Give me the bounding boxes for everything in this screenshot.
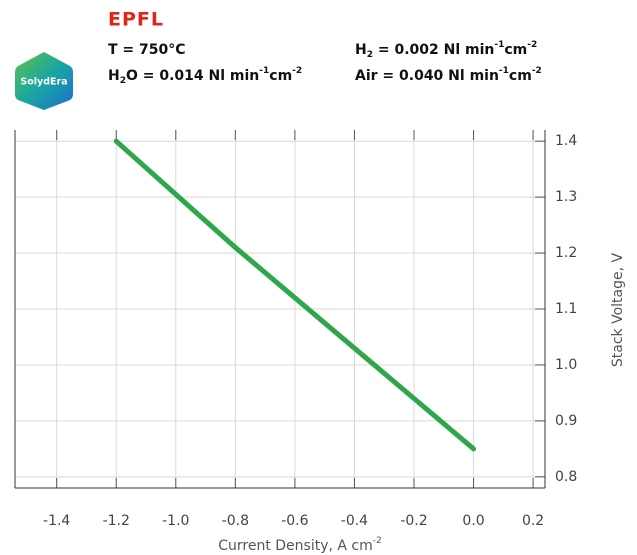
x-tick-label: 0.0 (462, 513, 484, 529)
superscript: -2 (292, 66, 302, 76)
superscript: -2 (532, 66, 542, 76)
y-axis-label: Stack Voltage, V (610, 252, 626, 367)
solydera-logo: SolydEra (20, 77, 67, 88)
text: Current Density, A cm (218, 538, 373, 554)
y-tick-label: 1.2 (555, 245, 577, 261)
y-tick-label: 0.8 (555, 469, 577, 485)
x-tick-label: -1.0 (162, 513, 189, 529)
condition: H2 = 0.002 Nl min-1cm-2 (355, 40, 537, 60)
superscript: -2 (373, 536, 382, 546)
condition: H2O = 0.014 Nl min-1cm-2 (108, 66, 302, 86)
text: cm (269, 68, 292, 84)
subscript: 2 (367, 50, 373, 60)
x-tick-label: -0.2 (400, 513, 427, 529)
superscript: -1 (259, 66, 269, 76)
text: H (355, 42, 367, 58)
text: Air = 0.040 Nl min (355, 68, 499, 84)
x-tick-label: -0.4 (341, 513, 368, 529)
solydera-badge (15, 52, 73, 110)
superscript: -1 (494, 40, 504, 50)
text: cm (509, 68, 532, 84)
x-tick-label: -0.8 (222, 513, 249, 529)
y-tick-label: 1.4 (555, 133, 577, 149)
text: T = 750°C (108, 42, 186, 58)
x-tick-label: 0.2 (522, 513, 544, 529)
superscript: -2 (527, 40, 537, 50)
y-tick-label: 1.3 (555, 189, 577, 205)
text: = 0.002 Nl min (373, 42, 494, 58)
x-tick-label: -1.2 (103, 513, 130, 529)
subscript: 2 (120, 76, 126, 86)
text: cm (504, 42, 527, 58)
text: O = 0.014 Nl min (126, 68, 259, 84)
y-tick-label: 0.9 (555, 413, 577, 429)
condition: T = 750°C (108, 42, 186, 58)
condition: Air = 0.040 Nl min-1cm-2 (355, 66, 542, 85)
superscript: -1 (499, 66, 509, 76)
y-tick-label: 1.0 (555, 357, 577, 373)
text: H (108, 68, 120, 84)
line (113, 138, 477, 452)
x-axis-label: Current Density, A cm-2 (218, 536, 382, 555)
x-tick-label: -0.6 (281, 513, 308, 529)
y-tick-label: 1.1 (555, 301, 577, 317)
x-tick-label: -1.4 (43, 513, 70, 529)
epfl-logo: EPFL (108, 9, 164, 31)
